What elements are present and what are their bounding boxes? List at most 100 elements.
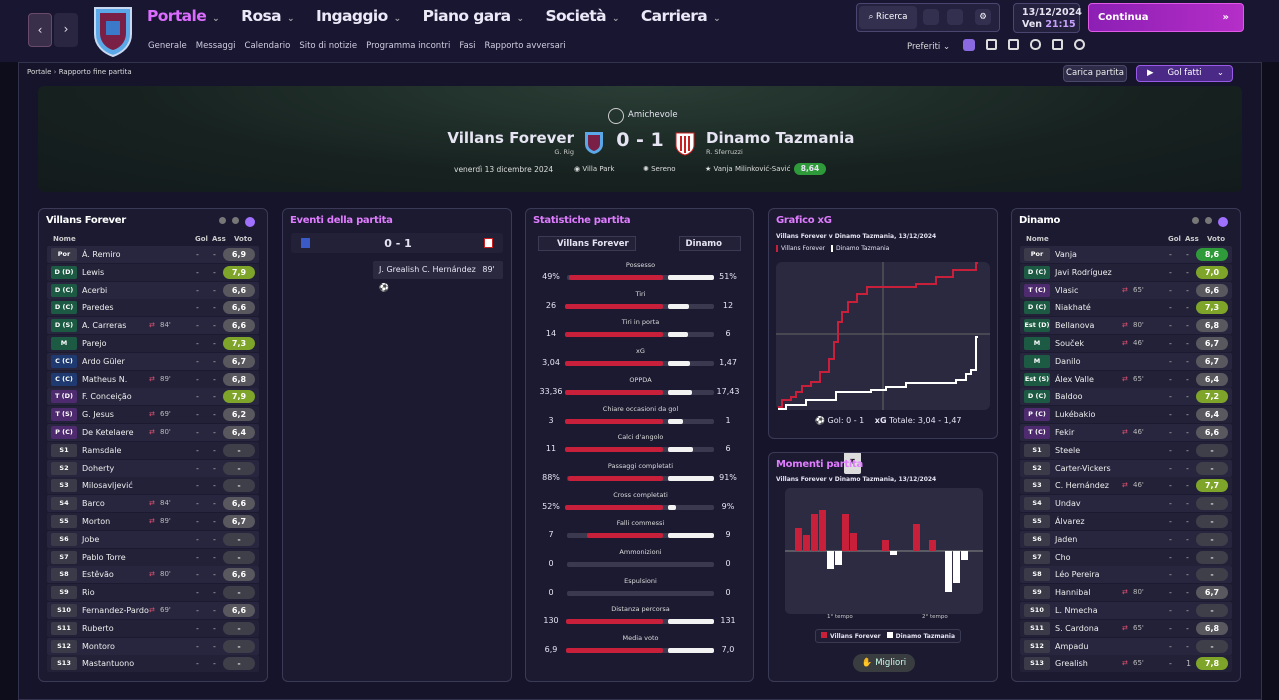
stat-away: 9%	[721, 501, 735, 511]
player-name[interactable]: Paredes	[82, 303, 114, 313]
player-name[interactable]: Lukébakio	[1055, 410, 1096, 420]
player-name[interactable]: Á. Remiro	[82, 250, 121, 259]
menu-item[interactable]: Portale ⌄	[147, 7, 220, 27]
player-name[interactable]: Jobe	[82, 534, 100, 544]
player-name[interactable]: S. Cardona	[1055, 623, 1099, 633]
favorites[interactable]: Preferiti ⌄	[907, 42, 951, 52]
player-name[interactable]: Vlasic	[1055, 285, 1079, 295]
icon[interactable]	[1074, 39, 1085, 50]
player-name[interactable]: Souček	[1055, 339, 1084, 348]
tool-icon[interactable]	[923, 9, 939, 25]
player-name[interactable]: Álex Valle	[1055, 374, 1094, 384]
menu-item[interactable]: Ingaggio ⌄	[316, 7, 401, 27]
search-button[interactable]: ⌕ Ricerca	[859, 6, 917, 29]
player-name[interactable]: Pablo Torre	[82, 552, 126, 562]
player-name[interactable]: Carter-Vickers	[1055, 463, 1111, 473]
player-name[interactable]: Léo Pereira	[1055, 570, 1100, 580]
legend-item: Villans Forever	[830, 633, 881, 640]
player-name[interactable]: G. Jesus	[82, 410, 114, 420]
rating: 6,7	[223, 354, 255, 368]
dropdown[interactable]: ▾	[844, 453, 861, 474]
player-name[interactable]: Ruberto	[82, 623, 114, 633]
player-name[interactable]: Barco	[82, 499, 105, 509]
player-name[interactable]: Ampadu	[1055, 641, 1089, 651]
icon[interactable]	[1030, 39, 1041, 50]
forward-button[interactable]: ›	[54, 13, 78, 47]
player-name[interactable]: Álvarez	[1055, 517, 1085, 526]
player-name[interactable]: Bellanova	[1055, 321, 1095, 331]
goals: -	[196, 463, 199, 473]
player-name[interactable]: Fekir	[1055, 428, 1075, 437]
sub-minute: 89'	[160, 374, 171, 383]
submenu-item[interactable]: Generale	[148, 41, 187, 51]
menu-item[interactable]: Rosa ⌄	[241, 7, 294, 27]
player-name[interactable]: Ramsdale	[82, 445, 122, 455]
view-dot[interactable]	[232, 217, 239, 224]
best-button[interactable]: ✋ Migliori	[853, 654, 915, 672]
view-dot[interactable]	[245, 217, 255, 227]
player-name[interactable]: Ardo Güler	[82, 356, 125, 366]
crumb[interactable]: Portale	[27, 68, 52, 76]
player-name[interactable]: Undav	[1055, 499, 1081, 509]
player-name[interactable]: Matheus N.	[82, 374, 128, 384]
menu-item[interactable]: Piano gara ⌄	[423, 7, 524, 27]
icon[interactable]	[986, 39, 997, 50]
player-name[interactable]: Danilo	[1055, 356, 1081, 366]
player-row: S1 Steele - - -	[1020, 441, 1232, 459]
player-name[interactable]: Javi Rodríguez	[1055, 267, 1112, 277]
player-name[interactable]: F. Conceição	[82, 392, 132, 402]
player-name[interactable]: Rio	[82, 588, 95, 598]
home-team: Villans Forever	[447, 129, 574, 147]
player-name[interactable]: A. Carreras	[82, 321, 127, 331]
player-name[interactable]: Acerbi	[82, 285, 108, 295]
view-dot[interactable]	[1205, 217, 1212, 224]
submenu-item[interactable]: Programma incontri	[366, 41, 451, 51]
menu-item[interactable]: Società ⌄	[545, 7, 619, 27]
player-name[interactable]: Grealish	[1055, 659, 1088, 669]
settings-icon[interactable]: ⚙	[975, 9, 991, 25]
icon[interactable]	[1008, 39, 1019, 50]
panel-title: Grafico xG	[776, 215, 832, 226]
player-name[interactable]: Lewis	[82, 267, 105, 277]
player-name[interactable]: Estêvão	[82, 570, 114, 580]
submenu-item[interactable]: Messaggi	[195, 41, 236, 51]
player-name[interactable]: Vanja	[1055, 250, 1077, 259]
goals: -	[1169, 285, 1172, 295]
icon[interactable]	[1052, 39, 1063, 50]
player-name[interactable]: Jaden	[1055, 534, 1078, 544]
player-row: M Danilo - -6,7	[1020, 352, 1232, 370]
submenu-item[interactable]: Fasi	[459, 41, 476, 51]
goals: -	[1169, 250, 1172, 259]
player-name[interactable]: Hannibal	[1055, 588, 1091, 598]
player-name[interactable]: Steele	[1055, 445, 1081, 455]
load-match-button[interactable]: Carica partita	[1063, 65, 1127, 82]
tool-icon[interactable]	[947, 9, 963, 25]
assists: -	[1186, 481, 1189, 491]
player-name[interactable]: Cho	[1055, 552, 1071, 562]
player-name[interactable]: De Ketelaere	[82, 428, 134, 437]
player-name[interactable]: Baldoo	[1055, 392, 1083, 402]
submenu-item[interactable]: Calendario	[244, 41, 291, 51]
player-name[interactable]: Parejo	[82, 339, 107, 348]
player-name[interactable]: Mastantuono	[82, 659, 135, 669]
submenu-item[interactable]: Rapporto avversari	[484, 41, 566, 51]
goals: -	[1169, 570, 1172, 580]
player-name[interactable]: C. Hernández	[1055, 481, 1109, 491]
player-name[interactable]: Fernandez-Pardo	[82, 606, 149, 615]
submenu-item[interactable]: Sito di notizie	[299, 41, 358, 51]
goals-button[interactable]: ▶ Gol fatti ⌄	[1136, 65, 1233, 82]
player-name[interactable]: Doherty	[82, 463, 115, 473]
menu-item[interactable]: Carriera ⌄	[641, 7, 721, 27]
back-button[interactable]: ‹	[28, 13, 52, 47]
player-name[interactable]: Milosavljević	[82, 481, 133, 491]
view-dot[interactable]	[1192, 217, 1199, 224]
view-dot[interactable]	[219, 217, 226, 224]
player-name[interactable]: Morton	[82, 517, 111, 526]
icon[interactable]	[963, 39, 975, 51]
player-name[interactable]: L. Nmecha	[1055, 606, 1098, 615]
stat-home: 7	[548, 530, 554, 540]
player-name[interactable]: Niakhaté	[1055, 303, 1091, 313]
player-name[interactable]: Montoro	[82, 641, 115, 651]
view-dot[interactable]	[1218, 217, 1228, 227]
continue-button[interactable]: Continua»	[1088, 3, 1244, 32]
